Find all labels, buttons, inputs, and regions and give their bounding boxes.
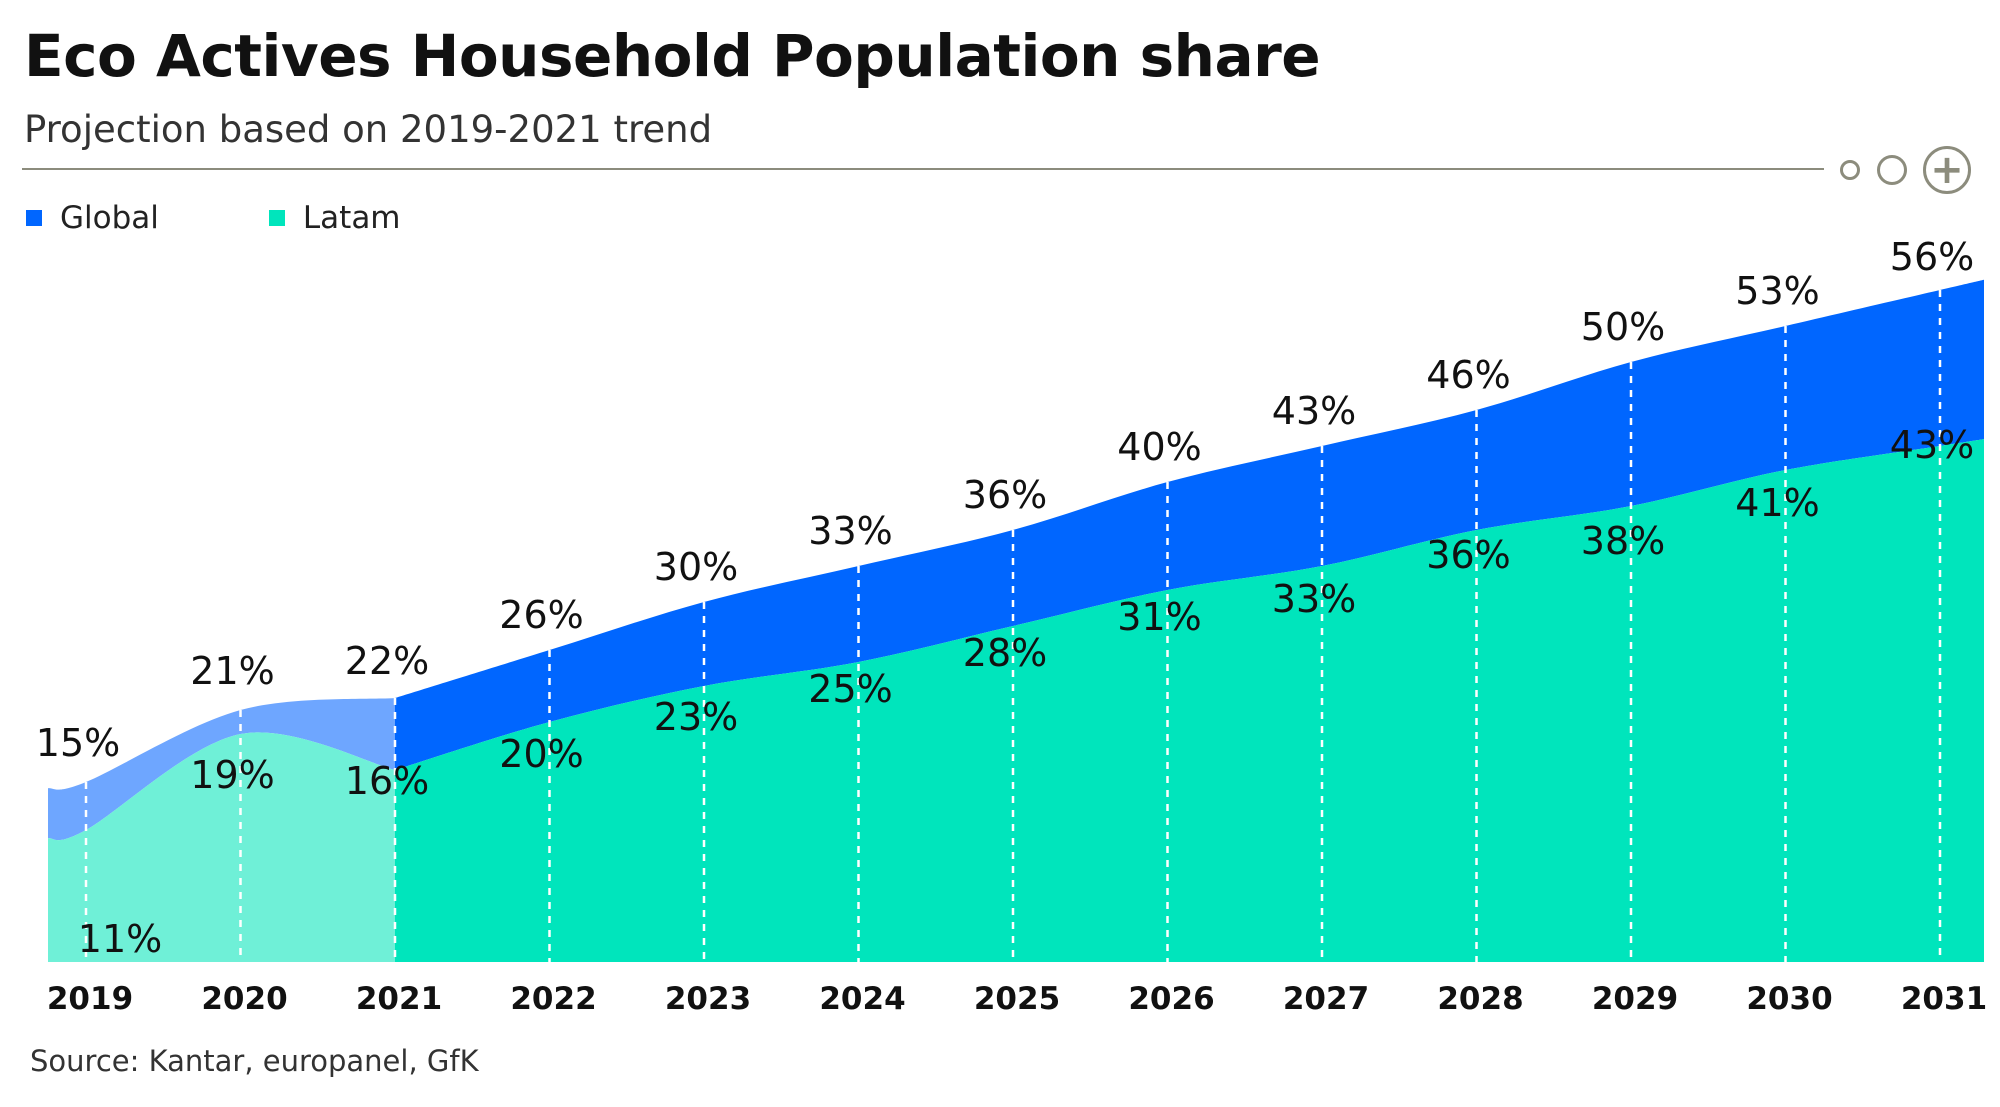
x-axis-year-label: 2027: [1283, 981, 1369, 1017]
header-divider: [22, 168, 1824, 170]
x-axis-year-label: 2019: [47, 981, 133, 1017]
latam-value-label: 19%: [190, 753, 274, 797]
latam-value-label: 43%: [1890, 423, 1974, 467]
latam-value-label: 36%: [1426, 533, 1510, 577]
legend-label-global: Global: [60, 200, 159, 236]
global-value-label: 46%: [1426, 353, 1510, 397]
latam-value-label: 38%: [1581, 519, 1665, 563]
x-axis-year-label: 2020: [201, 981, 287, 1017]
x-axis-year-label: 2024: [819, 981, 905, 1017]
global-value-label: 22%: [345, 639, 429, 683]
legend-label-latam: Latam: [302, 200, 401, 236]
global-value-label: 21%: [190, 649, 274, 693]
latam-value-label: 20%: [499, 732, 583, 776]
latam-value-label: 28%: [963, 631, 1047, 675]
global-value-label: 53%: [1735, 269, 1819, 313]
x-axis-year-label: 2025: [974, 981, 1060, 1017]
global-value-label: 56%: [1890, 235, 1974, 279]
medium-circle-icon: [1877, 155, 1907, 185]
global-value-label: 30%: [654, 545, 738, 589]
latam-value-label: 11%: [78, 917, 162, 961]
global-area-historic: [48, 698, 395, 841]
small-circle-icon: [1840, 160, 1860, 180]
x-axis-year-label: 2030: [1746, 981, 1832, 1017]
x-axis-year-label: 2029: [1592, 981, 1678, 1017]
global-value-label: 50%: [1581, 305, 1665, 349]
chart-subtitle: Projection based on 2019-2021 trend: [24, 108, 713, 151]
x-axis-year-label: 2026: [1128, 981, 1214, 1017]
latam-area-historic: [48, 732, 395, 962]
x-axis-year-label: 2031: [1901, 981, 1987, 1017]
legend: Global Latam: [26, 200, 401, 236]
global-value-label: 43%: [1272, 389, 1356, 433]
global-value-label: 26%: [499, 593, 583, 637]
x-axis-year-label: 2021: [356, 981, 442, 1017]
latam-value-label: 41%: [1735, 481, 1819, 525]
latam-value-label: 16%: [345, 759, 429, 803]
legend-swatch-global: [26, 210, 42, 226]
global-value-label: 40%: [1117, 425, 1201, 469]
global-value-label: 33%: [808, 509, 892, 553]
plus-glyph: +: [1930, 147, 1964, 193]
x-axis-year-label: 2028: [1437, 981, 1523, 1017]
chart-title: Eco Actives Household Population share: [24, 22, 1321, 90]
source-note: Source: Kantar, europanel, GfK: [30, 1044, 479, 1078]
latam-value-label: 31%: [1117, 595, 1201, 639]
latam-value-label: 23%: [654, 695, 738, 739]
legend-item-global: Global: [26, 200, 159, 236]
latam-area-projected: [395, 439, 1984, 962]
expand-plus-icon[interactable]: +: [1923, 146, 1971, 194]
latam-value-label: 33%: [1272, 577, 1356, 621]
global-value-label: 15%: [36, 721, 120, 765]
x-axis-year-label: 2022: [510, 981, 596, 1017]
legend-item-latam: Latam: [268, 200, 401, 236]
legend-swatch-latam: [268, 210, 285, 226]
global-area-projected: [395, 279, 1984, 770]
global-value-label: 36%: [963, 473, 1047, 517]
latam-value-label: 25%: [808, 667, 892, 711]
x-axis-year-label: 2023: [665, 981, 751, 1017]
